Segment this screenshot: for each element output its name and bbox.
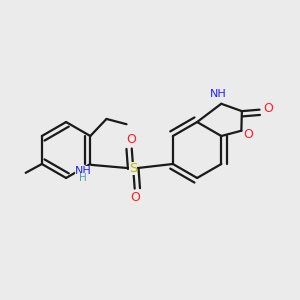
Text: O: O — [244, 128, 254, 141]
Text: H: H — [80, 173, 87, 183]
Text: NH: NH — [210, 89, 227, 99]
Text: O: O — [130, 191, 140, 204]
Text: O: O — [126, 133, 136, 146]
Text: NH: NH — [75, 166, 92, 176]
Text: S: S — [129, 162, 137, 175]
Text: O: O — [263, 102, 273, 115]
